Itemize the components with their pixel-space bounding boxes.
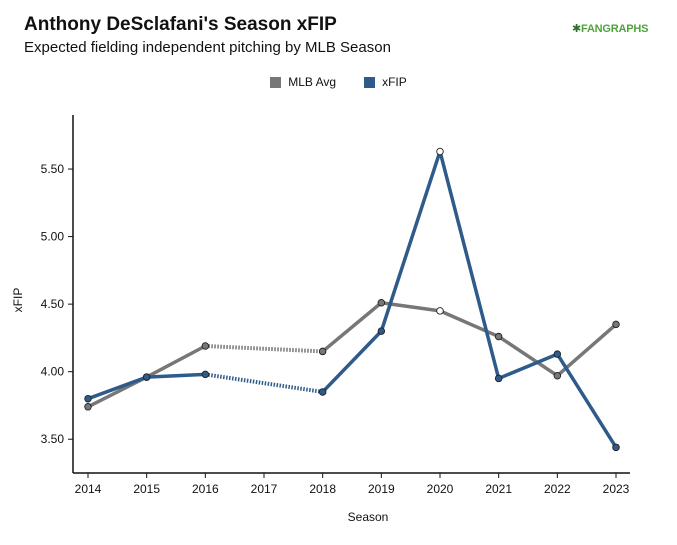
- y-tick-label: 3.50: [41, 432, 65, 446]
- data-point-xfip: [142, 373, 151, 381]
- data-point-mlb-avg: [201, 342, 210, 350]
- x-tick-label: 2017: [251, 482, 278, 496]
- legend-item-xfip[interactable]: xFIP: [364, 75, 407, 89]
- data-point-xfip: [612, 443, 620, 452]
- series-line-xfip: [555, 352, 618, 450]
- chart-subtitle: Expected fielding independent pitching b…: [24, 39, 391, 56]
- y-tick-label: 4.50: [41, 297, 65, 311]
- data-point-xfip: [84, 394, 92, 403]
- series-line-mlb-avg: [205, 344, 323, 354]
- x-tick-label: 2023: [603, 482, 630, 496]
- x-tick-label: 2021: [485, 482, 512, 496]
- legend-swatch-mlb-avg: [270, 76, 282, 88]
- data-point-mlb-avg: [436, 307, 444, 315]
- series-line-mlb-avg: [496, 334, 560, 378]
- series-line-xfip: [496, 352, 560, 381]
- x-axis-title: Season: [348, 510, 389, 524]
- x-tick-label: 2014: [75, 482, 102, 496]
- series-line-xfip: [205, 372, 323, 394]
- legend-label-mlb-avg: MLB Avg: [288, 75, 337, 89]
- x-tick-label: 2018: [309, 482, 336, 496]
- series-line-mlb-avg: [320, 301, 384, 354]
- legend-label-xfip: xFIP: [382, 75, 407, 89]
- data-point-xfip: [318, 388, 327, 396]
- chart-legend: MLB Avg xFIP: [0, 75, 677, 89]
- y-tick-label: 5.00: [41, 230, 65, 244]
- data-point-mlb-avg: [84, 403, 92, 411]
- data-point-mlb-avg: [553, 371, 562, 380]
- x-tick-label: 2016: [192, 482, 219, 496]
- data-point-mlb-avg: [377, 299, 386, 307]
- x-tick-label: 2020: [427, 482, 454, 496]
- legend-swatch-xfip: [364, 76, 376, 88]
- data-point-xfip: [553, 350, 562, 358]
- data-point-xfip: [436, 147, 444, 156]
- data-point-mlb-avg: [612, 320, 620, 329]
- data-point-mlb-avg: [494, 332, 503, 341]
- x-tick-label: 2019: [368, 482, 395, 496]
- series-line-xfip: [320, 329, 384, 394]
- legend-item-mlb-avg[interactable]: MLB Avg: [270, 75, 336, 89]
- chart-title: Anthony DeSclafani's Season xFIP: [24, 14, 337, 35]
- data-point-xfip: [201, 370, 210, 379]
- data-point-xfip: [494, 374, 503, 383]
- data-point-mlb-avg: [318, 347, 327, 356]
- fangraphs-logo[interactable]: ✱FANGRAPHS: [572, 23, 649, 35]
- y-tick-label: 5.50: [41, 162, 65, 176]
- series-line-xfip: [379, 149, 442, 333]
- series-line-xfip: [86, 375, 149, 401]
- series-line-xfip: [144, 372, 208, 379]
- x-tick-label: 2015: [133, 482, 160, 496]
- y-axis-title: xFIP: [11, 288, 25, 313]
- y-tick-label: 4.00: [41, 365, 65, 379]
- series-line-xfip: [438, 149, 501, 381]
- data-point-xfip: [377, 327, 386, 335]
- series-line-mlb-avg: [438, 309, 501, 339]
- x-tick-label: 2022: [544, 482, 571, 496]
- series-line-mlb-avg: [144, 344, 208, 379]
